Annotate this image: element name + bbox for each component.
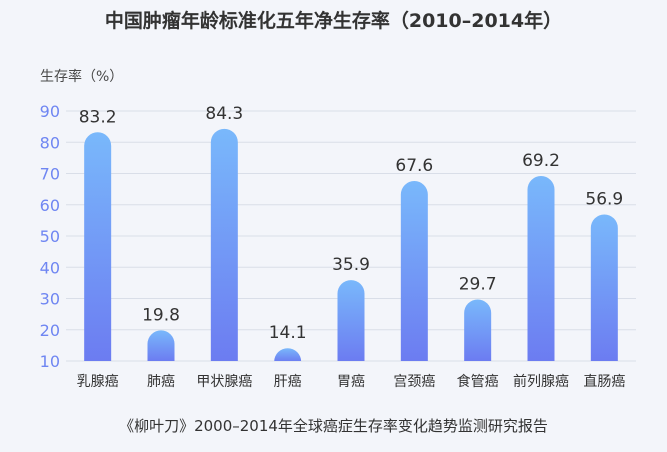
value-label-6: 67.6 (395, 156, 433, 176)
x-tick-labels: 乳腺癌 肺癌 甲状腺癌 肝癌 胃癌 宫颈癌 食管癌 前列腺癌 直肠癌 (77, 373, 626, 390)
x-tick-label-5: 胃癌 (337, 374, 365, 390)
bar-1 (84, 132, 112, 361)
x-tick-label-2: 肺癌 (147, 374, 175, 390)
bar-9 (590, 214, 618, 361)
y-tick-label-80: 80 (40, 133, 60, 152)
bar-2 (147, 330, 175, 361)
x-tick-label-7: 食管癌 (457, 373, 499, 390)
value-label-3: 84.3 (205, 104, 243, 124)
y-tick-label-10: 10 (40, 352, 60, 371)
y-tick-labels: 10 20 30 40 50 60 70 80 90 (40, 102, 60, 371)
y-tick-label-40: 40 (40, 258, 60, 277)
value-label-2: 19.8 (142, 305, 180, 325)
x-tick-label-1: 乳腺癌 (77, 374, 119, 390)
bar-6 (400, 181, 428, 361)
x-tick-label-8: 前列腺癌 (513, 373, 569, 390)
y-tick-label-50: 50 (40, 227, 60, 246)
bars (84, 128, 618, 362)
value-label-4: 14.1 (269, 323, 307, 343)
bar-4 (274, 348, 302, 362)
x-tick-label-9: 直肠癌 (583, 373, 625, 390)
x-tick-label-6: 宫颈癌 (393, 374, 435, 390)
y-tick-label-20: 20 (40, 321, 60, 340)
x-tick-label-3: 甲状腺癌 (196, 374, 252, 390)
value-label-8: 69.2 (522, 151, 560, 171)
value-label-7: 29.7 (459, 274, 497, 294)
value-label-1: 83.2 (79, 107, 117, 127)
y-axis-label: 生存率（%） (40, 69, 124, 85)
y-tick-label-70: 70 (40, 165, 60, 184)
value-label-5: 35.9 (332, 255, 370, 275)
y-tick-label-90: 90 (40, 102, 60, 121)
y-tick-label-60: 60 (40, 196, 60, 215)
y-tick-label-30: 30 (40, 290, 60, 309)
source-note: 《柳叶刀》2000–2014年全球癌症生存率变化趋势监测研究报告 (119, 417, 548, 435)
bar-7 (464, 299, 492, 361)
chart-title: 中国肿瘤年龄标准化五年净生存率（2010–2014年） (104, 10, 563, 32)
bar-5 (337, 280, 365, 361)
bar-8 (527, 176, 555, 361)
value-labels: 83.2 19.8 84.3 14.1 35.9 67.6 29.7 69.2 56.9 (79, 104, 624, 343)
bar-3 (210, 128, 238, 361)
x-tick-label-4: 肝癌 (274, 374, 302, 390)
value-label-9: 56.9 (585, 189, 623, 209)
